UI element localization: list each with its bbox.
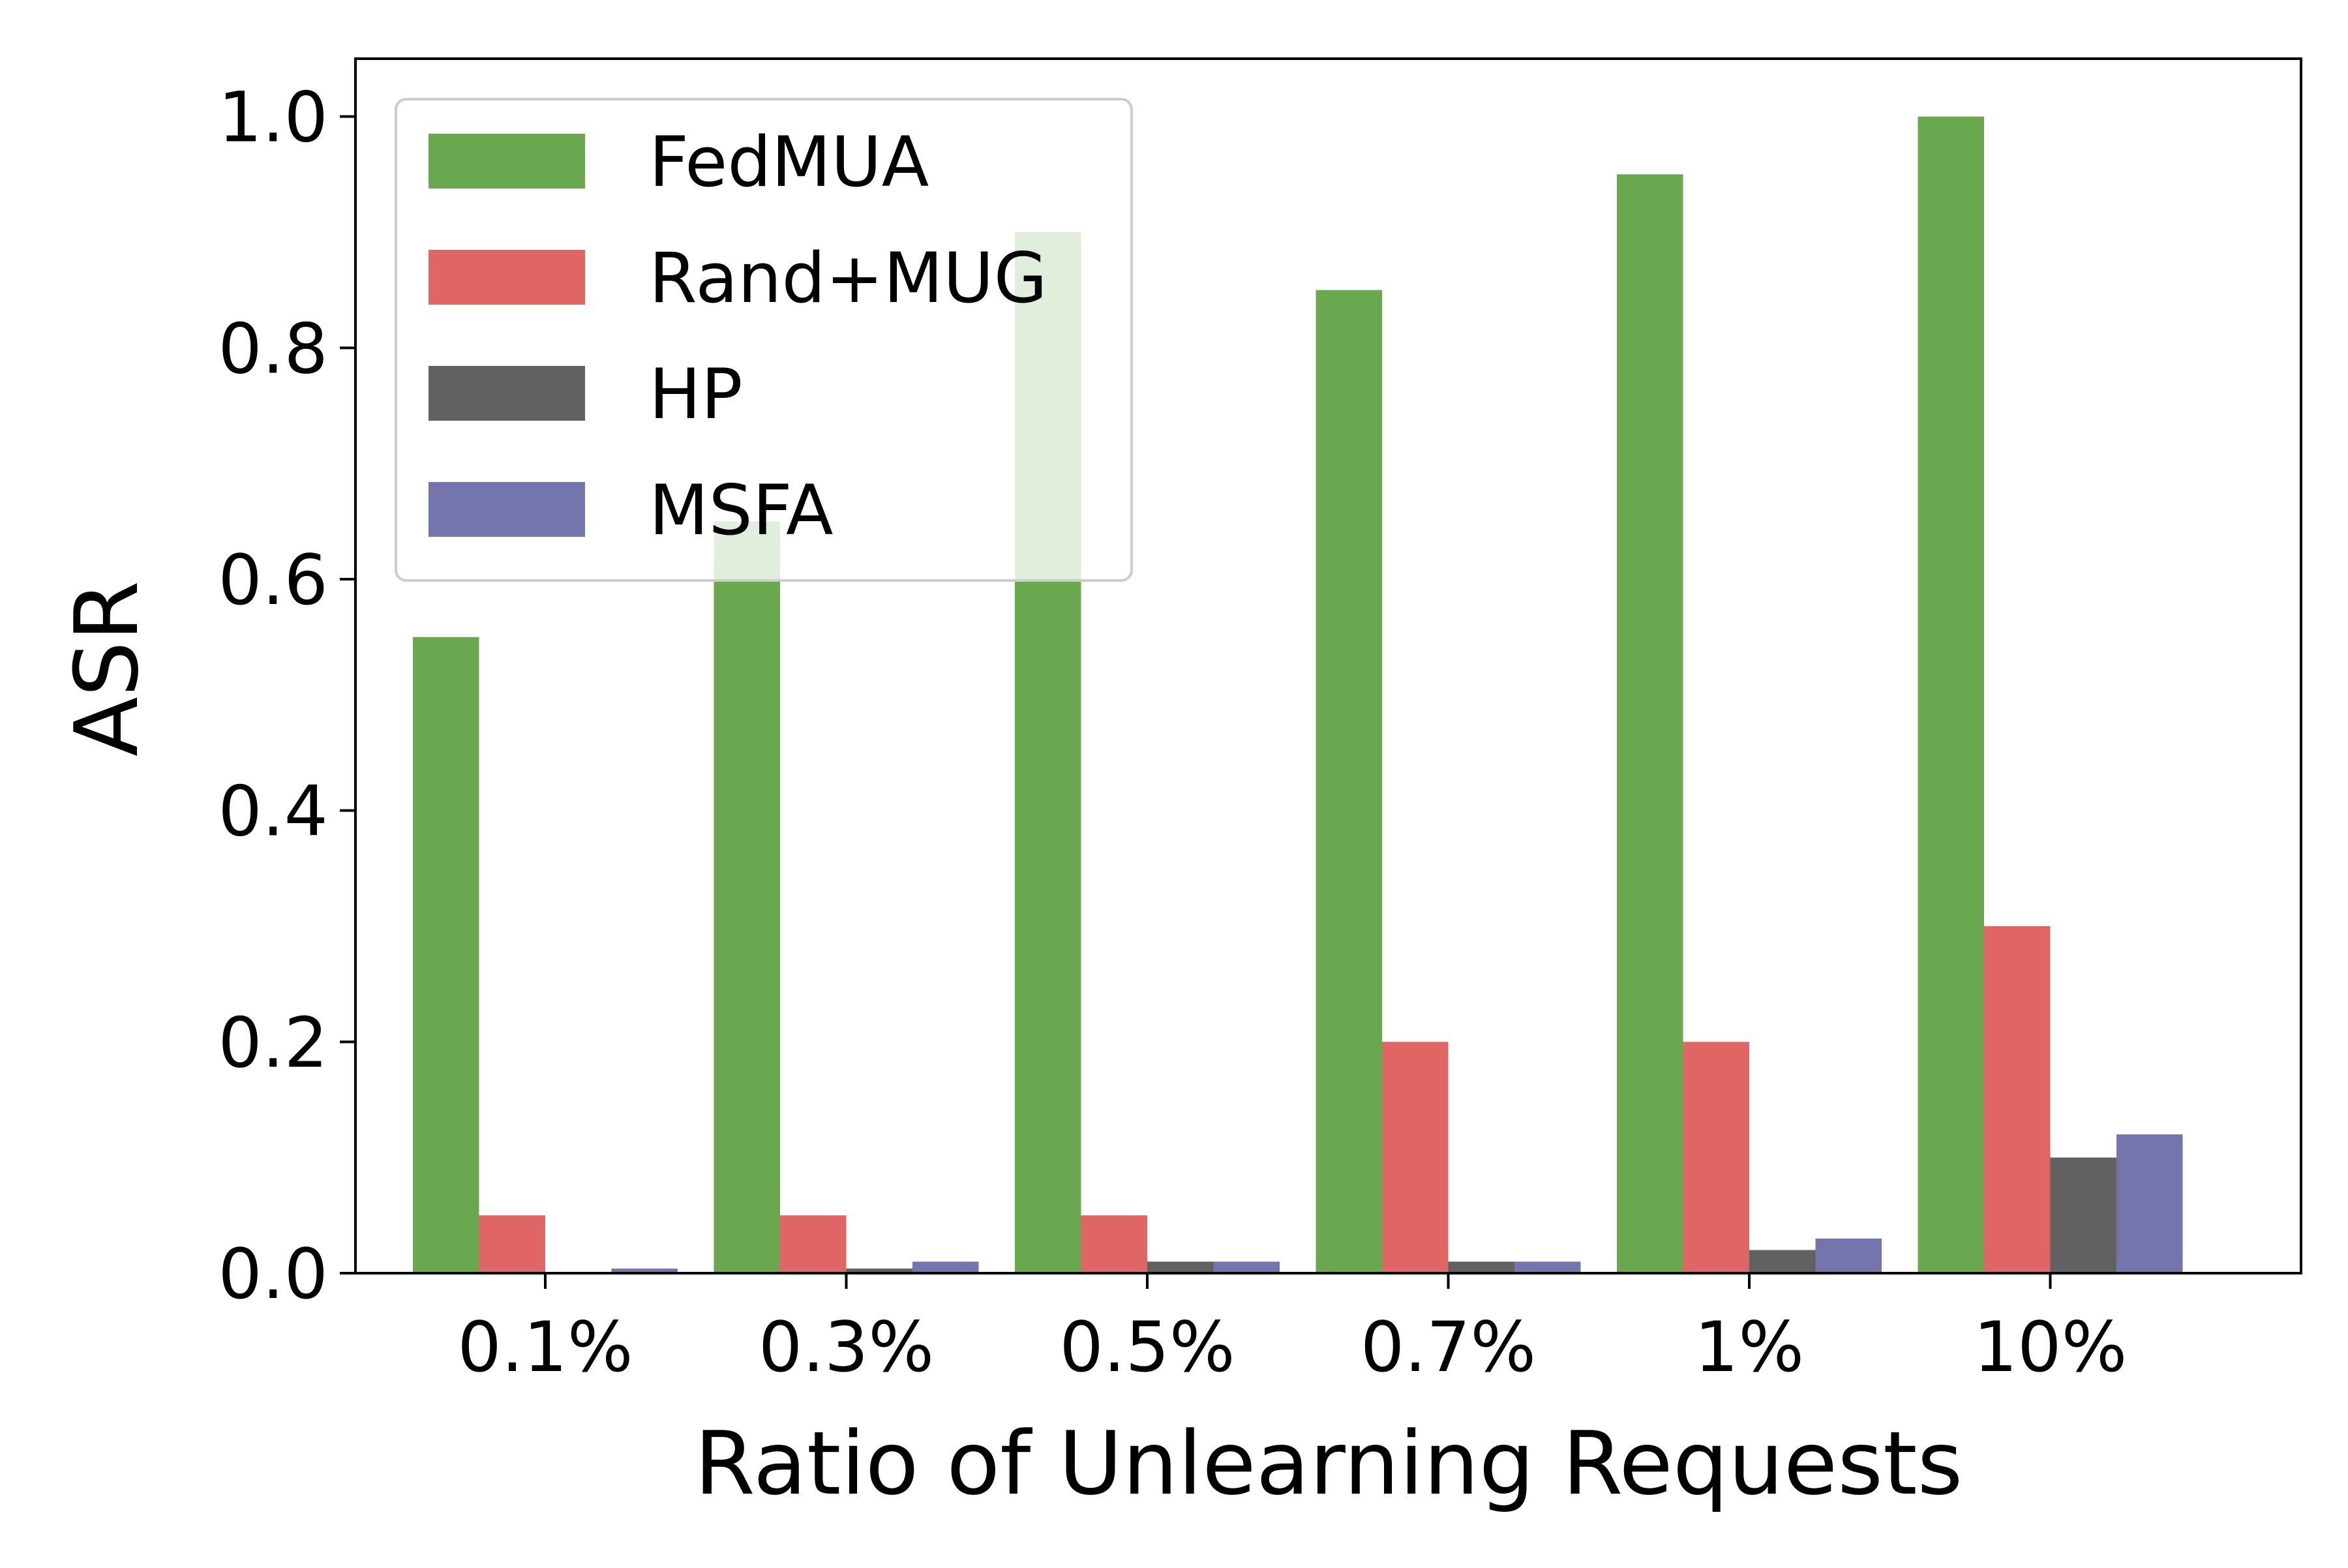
legend: FedMUA Rand+MUG HP MSFA [395, 98, 1133, 582]
bar-hp-3 [1147, 1261, 1214, 1273]
bar-fedmua-5 [1617, 174, 1683, 1273]
bar-fedmua-1 [413, 637, 479, 1273]
bar-fedmua-6 [1918, 116, 1984, 1274]
y-tick-label: 0.4 [218, 772, 328, 852]
x-tick-label: 0.3% [759, 1307, 934, 1387]
bar-rand-mug-5 [1683, 1042, 1749, 1273]
legend-label: FedMUA [649, 122, 929, 202]
legend-swatch-fedmua [429, 134, 585, 188]
x-tick-label: 0.7% [1361, 1307, 1536, 1387]
bar-hp-5 [1749, 1250, 1816, 1273]
legend-label: Rand+MUG [649, 238, 1047, 318]
axes-layer: 0.0 0.2 0.4 0.6 0.8 1.0 0.1% 0.3% 0.5% 0.7% 1% 10% [218, 57, 2302, 1387]
bar-fedmua-2 [714, 521, 780, 1273]
x-tick-label: 1% [1694, 1307, 1804, 1387]
plot-frame [354, 57, 2302, 1274]
bar-rand-mug-2 [780, 1215, 847, 1273]
bar-msfa-2 [912, 1261, 979, 1273]
bar-hp-2 [846, 1268, 912, 1273]
bar-msfa-3 [1213, 1261, 1280, 1273]
y-tick-label: 0.0 [218, 1234, 328, 1314]
legend-label: MSFA [649, 470, 834, 550]
legend-label: HP [649, 354, 743, 434]
y-tick-label: 0.6 [218, 540, 328, 620]
x-tick-label: 10% [1974, 1307, 2128, 1387]
y-tick-label: 0.2 [218, 1003, 328, 1083]
x-tick-label: 0.1% [457, 1307, 633, 1387]
y-tick-label: 1.0 [218, 78, 328, 158]
bar-msfa-1 [611, 1268, 678, 1273]
bar-rand-mug-1 [479, 1215, 545, 1273]
bar-msfa-5 [1815, 1238, 1882, 1273]
y-axis-title: ASR [56, 580, 158, 757]
bar-hp-4 [1448, 1261, 1514, 1273]
x-axis-title: Ratio of Unlearning Requests [695, 1413, 1963, 1515]
bar-rand-mug-6 [1984, 926, 2051, 1273]
bar-fedmua-4 [1316, 290, 1382, 1274]
legend-swatch-msfa [429, 482, 585, 537]
legend-swatch-rand-mug [429, 250, 585, 305]
bar-rand-mug-4 [1382, 1042, 1449, 1273]
y-tick-label: 0.8 [218, 309, 328, 389]
bar-msfa-6 [2116, 1134, 2183, 1273]
legend-box [395, 98, 1133, 582]
bar-hp-6 [2050, 1157, 2116, 1273]
bar-rand-mug-3 [1081, 1215, 1147, 1273]
legend-swatch-hp [429, 366, 585, 421]
x-tick-label: 0.5% [1059, 1307, 1235, 1387]
bar-msfa-4 [1514, 1261, 1581, 1273]
